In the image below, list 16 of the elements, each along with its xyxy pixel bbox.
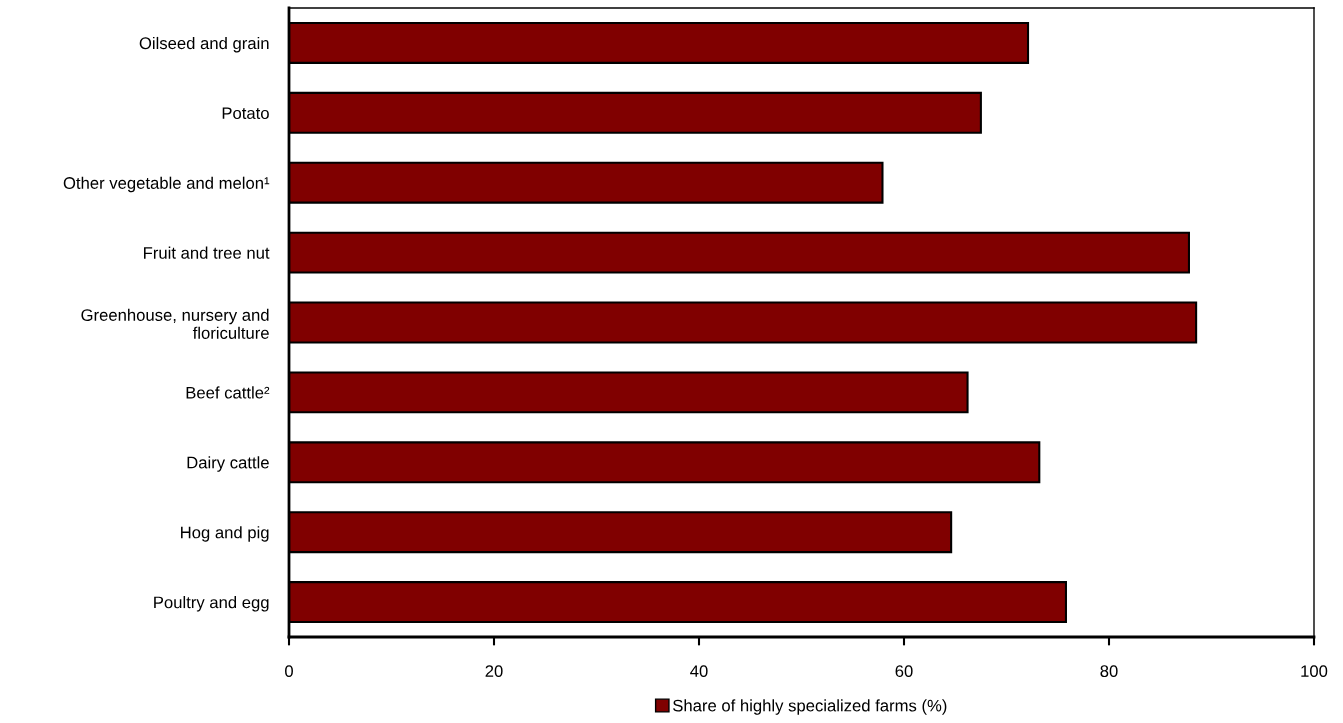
y-tick-label: Poultry and egg	[154, 596, 269, 612]
y-tick-label: Potato	[222, 107, 269, 120]
y-tick-label: Oilseed and grain	[139, 36, 269, 53]
x-tick-label: 100	[1301, 665, 1328, 678]
y-tick-label: Fruit and tree nut	[144, 246, 270, 259]
legend-label: Share of highly specialized farms (%)	[673, 699, 947, 715]
y-tick-label: Beef cattle²	[186, 386, 270, 399]
x-tick-label: 80	[1100, 665, 1118, 678]
x-tick-label: 60	[895, 665, 913, 678]
y-tick-label: Other vegetable and melon¹	[63, 176, 270, 193]
y-tick-label: Greenhouse, nursery and floriculture	[81, 308, 269, 339]
y-tick-label: Hog and pig	[181, 526, 269, 542]
x-tick-label: 0	[285, 665, 293, 678]
y-tick-label: Dairy cattle	[187, 456, 269, 472]
x-tick-label: 20	[485, 665, 503, 678]
x-tick-label: 40	[690, 665, 708, 678]
